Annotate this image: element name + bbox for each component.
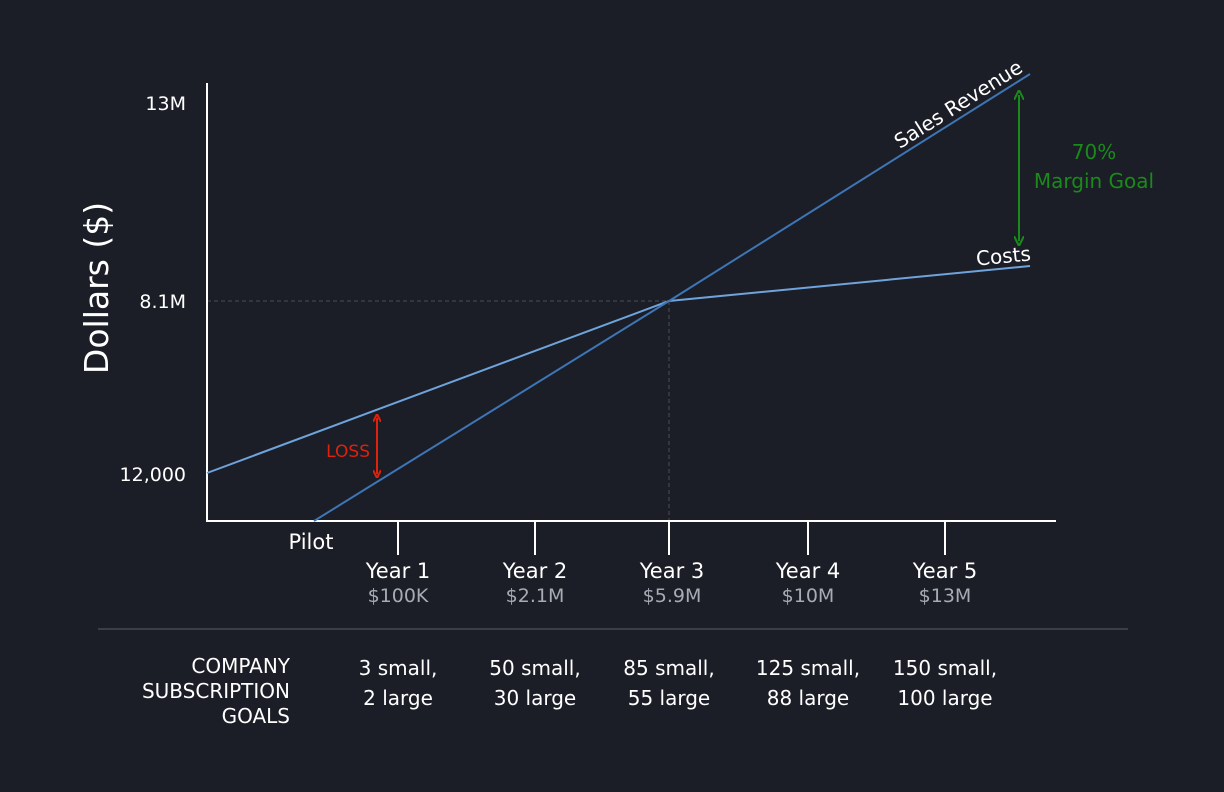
x-tick-label-revenue: $10M bbox=[782, 585, 835, 607]
goal-item-small: 3 small, bbox=[359, 656, 438, 680]
x-tick-label-year: Year 5 bbox=[912, 559, 978, 583]
sales-revenue-series-line bbox=[313, 73, 1031, 522]
loss-label: LOSS bbox=[326, 442, 370, 462]
y-axis-label: Dollars ($) bbox=[77, 202, 116, 374]
goal-item-large: 2 large bbox=[363, 686, 433, 710]
y-tick-label: 13M bbox=[145, 93, 186, 115]
x-tick-label-revenue: $2.1M bbox=[506, 585, 565, 607]
goal-item-large: 100 large bbox=[897, 686, 992, 710]
costs-label: Costs bbox=[975, 241, 1032, 270]
goal-item-small: 125 small, bbox=[756, 656, 860, 680]
x-start-label: Pilot bbox=[289, 530, 334, 554]
goal-item-small: 85 small, bbox=[623, 656, 714, 680]
margin-goal-label: Margin Goal bbox=[1034, 169, 1154, 193]
margin-goal-percent: 70% bbox=[1072, 140, 1116, 164]
goal-item-small: 150 small, bbox=[893, 656, 997, 680]
y-tick-label: 8.1M bbox=[139, 291, 186, 313]
goals-heading-line: COMPANY bbox=[191, 654, 290, 678]
x-tick-label-revenue: $13M bbox=[919, 585, 972, 607]
x-tick-label-year: Year 1 bbox=[365, 559, 431, 583]
goal-item-large: 55 large bbox=[628, 686, 711, 710]
goals-heading-line: GOALS bbox=[222, 704, 290, 728]
goal-item-large: 88 large bbox=[767, 686, 850, 710]
goal-item-large: 30 large bbox=[494, 686, 577, 710]
goal-item-small: 50 small, bbox=[489, 656, 580, 680]
y-tick-label: 12,000 bbox=[120, 464, 186, 486]
x-tick-label-year: Year 4 bbox=[775, 559, 841, 583]
x-tick-label-revenue: $5.9M bbox=[643, 585, 702, 607]
goals-heading-line: SUBSCRIPTION bbox=[142, 679, 290, 703]
x-tick-label-year: Year 3 bbox=[639, 559, 705, 583]
x-tick-label-revenue: $100K bbox=[368, 585, 429, 607]
sales-revenue-label: Sales Revenue bbox=[890, 55, 1027, 153]
x-tick-label-year: Year 2 bbox=[502, 559, 568, 583]
